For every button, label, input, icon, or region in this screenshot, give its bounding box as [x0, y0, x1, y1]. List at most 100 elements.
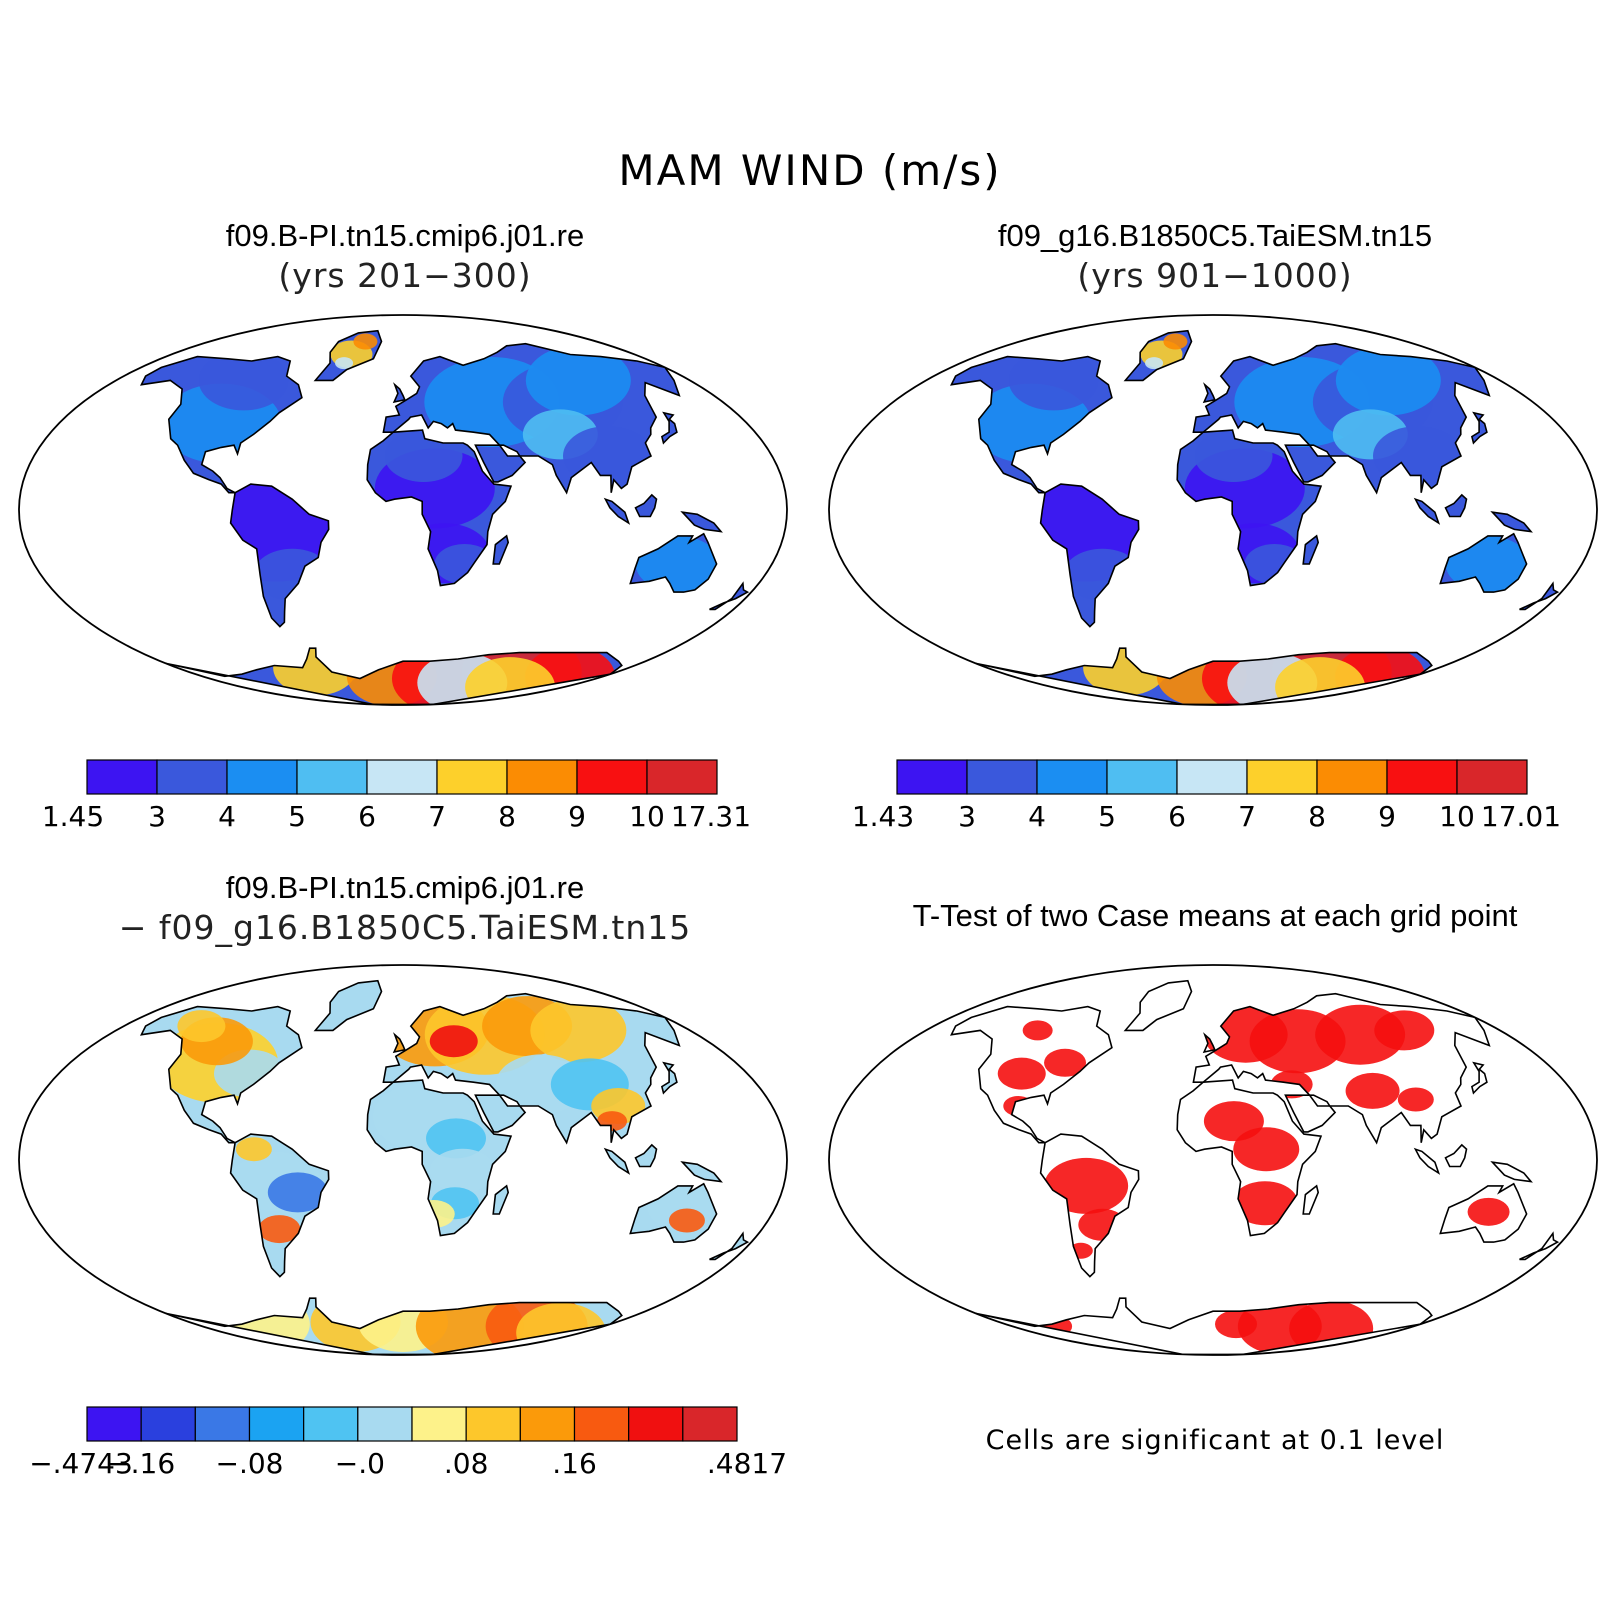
coastline	[950, 355, 1113, 494]
field-patch	[429, 1148, 496, 1193]
coastline	[629, 1182, 718, 1243]
coastline	[1413, 1147, 1441, 1175]
coastline	[1284, 444, 1337, 483]
coastline	[1202, 382, 1216, 404]
coastline	[313, 979, 383, 1032]
coastline	[1176, 1079, 1323, 1237]
panel-subtitle-top-right: (yrs 901−1000)	[1077, 256, 1353, 295]
panel-title-bottom-left: f09.B-PI.tn15.cmip6.j01.re	[225, 870, 585, 905]
colorbar-label: 6	[1168, 800, 1186, 833]
coastline	[1202, 1032, 1216, 1054]
coastline	[1444, 1143, 1468, 1168]
field-patch	[1397, 1087, 1434, 1112]
panel-title-top-right: f09_g16.B1850C5.TaiESM.tn15	[997, 218, 1433, 253]
field-patch	[267, 1172, 328, 1213]
field-patch	[253, 548, 332, 601]
colorbar-swatch	[156, 759, 228, 795]
wind-map-top-right	[828, 314, 1598, 706]
colorbar-swatch	[576, 759, 648, 795]
colorbar-swatch	[411, 1406, 467, 1442]
coastline	[313, 329, 383, 382]
colorbar-swatch	[303, 1406, 359, 1442]
coastline	[1123, 979, 1193, 1032]
colorbar-swatch	[296, 759, 368, 795]
colorbar-swatch	[1176, 759, 1248, 795]
map-body	[828, 964, 1598, 1356]
coastline	[709, 581, 750, 611]
field-patch	[353, 333, 378, 350]
coastline	[229, 483, 330, 628]
coastline	[1470, 411, 1488, 445]
colorbar-bottom-left: −.4743−.16 −.08 −.0 .08 .16 .4817	[29, 1406, 787, 1480]
field-patch	[429, 1025, 478, 1058]
colorbar-label: 7	[1238, 800, 1256, 833]
colorbar-swatch	[966, 759, 1038, 795]
field-patch	[668, 1208, 705, 1233]
colorbar-label: 17.31	[671, 800, 751, 833]
coastline	[382, 992, 681, 1145]
field-patch	[1467, 1197, 1510, 1226]
coastline	[165, 1297, 623, 1355]
coastline	[634, 1143, 658, 1168]
coastline	[709, 1231, 750, 1261]
colorbar-swatch	[86, 1406, 142, 1442]
coastline	[1413, 497, 1441, 525]
coastline	[1039, 1133, 1140, 1278]
map-body	[18, 314, 788, 706]
colorbar-label: 4	[1028, 800, 1046, 833]
colorbar-swatch	[519, 1406, 576, 1442]
coastline	[680, 1161, 723, 1183]
coastline	[1039, 483, 1140, 628]
colorbar-swatch	[1036, 759, 1108, 795]
panel-subtitle-top-left: (yrs 201−300)	[278, 256, 532, 295]
colorbar-swatch	[194, 1406, 251, 1442]
field-patch	[335, 357, 354, 370]
coastline	[603, 497, 631, 525]
field-patch	[177, 1010, 226, 1043]
map-body	[18, 964, 788, 1356]
coastline	[629, 532, 718, 593]
colorbar-label: 3	[148, 800, 166, 833]
colorbar-swatch	[140, 1406, 196, 1442]
field-patch	[1244, 544, 1305, 584]
coastline	[229, 1133, 330, 1278]
coastline	[1192, 992, 1491, 1145]
colorbar-swatch	[1106, 759, 1178, 795]
colorbar-label: 10	[1439, 800, 1475, 833]
figure-title: MAM WIND (m/s)	[618, 146, 1002, 195]
map-body	[828, 314, 1598, 706]
coastline	[1176, 429, 1323, 587]
colorbar-swatch	[436, 759, 508, 795]
coastline	[1470, 1061, 1488, 1095]
coastline	[660, 1061, 678, 1095]
colorbar-label: .4817	[707, 1447, 787, 1480]
field-patch	[1232, 1181, 1299, 1226]
colorbar-swatch	[226, 759, 298, 795]
coastline	[1490, 1161, 1533, 1183]
colorbar-swatch	[896, 759, 968, 795]
coastline	[382, 342, 681, 495]
colorbar-swatch	[86, 759, 158, 795]
field-patch	[1445, 536, 1530, 592]
panel-subtitle-bottom-left: − f09_g16.B1850C5.TaiESM.tn15	[118, 908, 692, 947]
coastline	[140, 355, 303, 494]
coastline	[140, 1005, 303, 1144]
colorbar-swatch	[357, 1406, 413, 1442]
field-patch	[258, 1215, 301, 1244]
field-patch	[997, 1057, 1046, 1090]
coastline	[492, 1184, 510, 1215]
coastline	[1192, 342, 1491, 495]
field-patch	[597, 1111, 628, 1132]
colorbar-label: 4	[218, 800, 236, 833]
coastline	[1519, 581, 1560, 611]
colorbar-label: −.16	[107, 1447, 175, 1480]
field-patch	[1194, 430, 1273, 482]
field-patch	[426, 1118, 487, 1159]
colorbar-swatch	[628, 1406, 684, 1442]
colorbar-swatch	[682, 1406, 738, 1442]
coastline	[975, 1297, 1433, 1355]
field-patch	[1335, 345, 1441, 416]
field-patch	[235, 1137, 272, 1162]
colorbar-label: 3	[958, 800, 976, 833]
coastline	[1302, 1184, 1320, 1215]
